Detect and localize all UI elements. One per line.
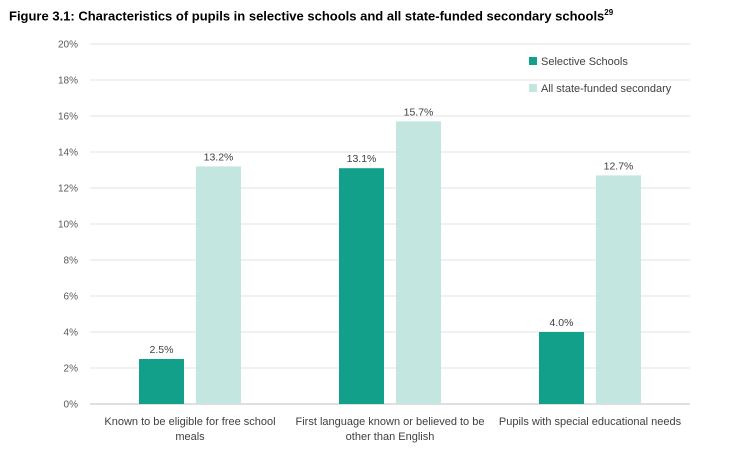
y-tick-label: 12% — [58, 184, 78, 195]
y-tick-label: 8% — [64, 256, 79, 267]
bar — [539, 332, 584, 404]
y-tick-label: 4% — [64, 328, 79, 339]
y-tick-label: 14% — [58, 148, 78, 159]
y-tick-label: 20% — [58, 40, 78, 51]
bar — [339, 168, 384, 404]
category-label: Pupils with special educational needs — [499, 416, 682, 428]
y-tick-label: 0% — [64, 400, 79, 411]
y-tick-label: 16% — [58, 112, 78, 123]
data-label: 12.7% — [604, 160, 634, 172]
bar — [196, 166, 241, 404]
title-footnote: 29 — [604, 8, 614, 17]
bar — [596, 175, 641, 404]
category-label: Known to be eligible for free school — [104, 416, 275, 428]
data-labels: 2.5% 13.2% 13.1% 15.7% 4.0% 12.7% — [150, 106, 634, 356]
y-axis: 0% 2% 4% 6% 8% 10% 12% 14% 16% 18% 20% — [58, 40, 78, 411]
category-label: meals — [175, 431, 205, 443]
category-label: other than English — [346, 431, 435, 443]
legend-swatch — [529, 84, 537, 92]
bars — [139, 121, 641, 405]
data-label: 15.7% — [404, 106, 434, 118]
y-tick-label: 2% — [64, 364, 79, 375]
data-label: 13.2% — [204, 151, 234, 163]
legend-label: All state-funded secondary — [541, 83, 672, 95]
bar — [139, 359, 184, 404]
bar — [396, 121, 441, 405]
x-axis: Known to be eligible for free school meal… — [104, 416, 681, 443]
y-tick-label: 18% — [58, 76, 78, 87]
data-label: 13.1% — [347, 153, 377, 165]
gridlines — [90, 43, 690, 405]
category-label: First language known or believed to be — [296, 416, 485, 428]
legend-label: Selective Schools — [541, 56, 628, 68]
data-label: 4.0% — [550, 317, 574, 329]
chart-title: Figure 3.1: Characteristics of pupils in… — [9, 8, 614, 24]
y-tick-label: 10% — [58, 220, 78, 231]
y-tick-label: 6% — [64, 292, 79, 303]
legend: Selective Schools All state-funded second… — [529, 56, 672, 95]
legend-swatch — [529, 57, 537, 65]
data-label: 2.5% — [150, 344, 174, 356]
